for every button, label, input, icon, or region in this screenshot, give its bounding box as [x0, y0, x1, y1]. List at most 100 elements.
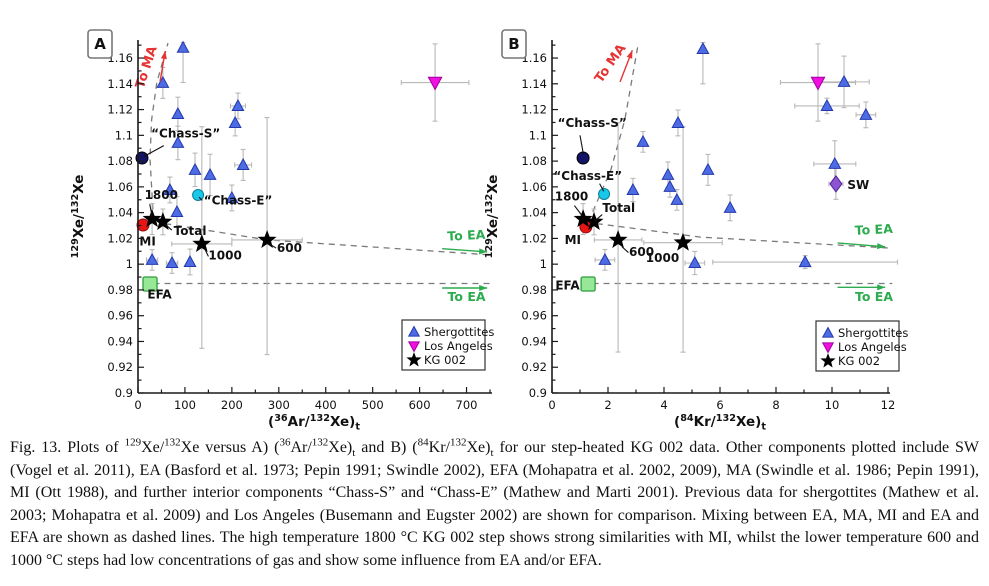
- annotation-600: 600: [629, 245, 654, 259]
- y-tick-label: 1.1: [529, 128, 547, 142]
- x-tick-label: 600: [409, 398, 431, 412]
- x-tick-label: 500: [362, 398, 384, 412]
- annotation--chass-e-: “Chass-E”: [553, 169, 622, 183]
- annotation-1800: 1800: [145, 188, 178, 202]
- y-tick-label: 0.98: [521, 283, 547, 297]
- caption-text: 132: [164, 436, 181, 449]
- annotation-total: Total: [174, 224, 207, 238]
- leader-line: [573, 205, 583, 217]
- y-tick-label: 0.94: [521, 334, 547, 348]
- y-tick-label: 0.98: [107, 283, 133, 297]
- x-tick-label: 700: [456, 398, 478, 412]
- x-tick-label: 100: [174, 398, 196, 412]
- point-600: [257, 229, 277, 248]
- point-shergottites: [163, 182, 177, 195]
- series-sw: [829, 175, 843, 193]
- y-tick-label: 1.12: [521, 103, 547, 117]
- x-tick-label: 0: [134, 398, 141, 412]
- annotation--chass-s-: “Chass-S”: [151, 126, 220, 140]
- x-tick-label: 0: [548, 398, 555, 412]
- x-tick-label: 10: [825, 398, 840, 412]
- figure-caption: Fig. 13. Plots of 129Xe/132Xe versus A) …: [10, 437, 979, 572]
- annotation-to-ea: To EA: [854, 221, 893, 238]
- legend-label: KG 002: [424, 353, 466, 367]
- y-tick-label: 0.92: [107, 360, 133, 374]
- caption-text: Xe): [328, 439, 353, 456]
- point-shergottites: [626, 182, 640, 195]
- point-1000: [192, 233, 212, 252]
- caption-text: Xe/: [141, 439, 165, 456]
- y-tick-label: 0.96: [107, 309, 133, 323]
- leader-line: [198, 196, 203, 201]
- error-bars: [580, 42, 899, 353]
- series-kg-002: [142, 209, 277, 252]
- point-los-angeles: [810, 76, 826, 91]
- legend-marker-triangle-down: [821, 342, 835, 354]
- point-shergottites: [170, 204, 184, 217]
- caption-text: Ar/: [290, 439, 312, 456]
- caption-text: Xe): [466, 439, 491, 456]
- annotation-total: Total: [602, 201, 635, 215]
- annotation-to-ea: To EA: [855, 289, 893, 304]
- point-shergottites: [696, 41, 710, 55]
- annotation--chass-e-: “Chass-E”: [204, 193, 273, 207]
- point-shergottites: [859, 107, 873, 120]
- annotation-to-ea: To EA: [447, 227, 486, 244]
- annotation-to-ma: To MA: [592, 42, 629, 86]
- y-tick-label: 1.02: [521, 231, 547, 245]
- series-efa: [142, 276, 158, 292]
- leader-line: [143, 145, 165, 158]
- point-shergottites: [837, 74, 851, 87]
- arrow-head: [160, 50, 167, 60]
- y-tick-label: 1.02: [107, 231, 133, 245]
- point-shergottites: [723, 200, 737, 213]
- y-tick-label: 1.16: [107, 51, 133, 65]
- point-1800: [142, 209, 162, 228]
- legend-marker-triangle-up: [407, 325, 421, 337]
- panel-label: A: [94, 35, 106, 53]
- point-shergottites: [228, 115, 242, 128]
- series-chass-e: [192, 188, 205, 201]
- y-tick-label: 1.08: [107, 154, 133, 168]
- annotation-1000: 1000: [646, 251, 679, 265]
- leader-line: [267, 242, 277, 249]
- legend-label: KG 002: [838, 354, 880, 368]
- annotation-efa: EFA: [147, 287, 172, 301]
- y-tick-label: 1.12: [107, 103, 133, 117]
- legend-marker-triangle-down: [407, 341, 421, 353]
- ticks: [551, 44, 889, 394]
- point-shergottites: [183, 254, 197, 267]
- annotation--chass-s-: “Chass-S”: [558, 116, 627, 130]
- point-shergottites: [171, 106, 185, 119]
- caption-text: 36: [279, 436, 291, 449]
- arrow-head: [877, 243, 886, 250]
- ticks: [137, 44, 491, 394]
- point-shergottites: [236, 157, 250, 170]
- point-shergottites: [203, 167, 217, 180]
- series-shergottites: [145, 40, 250, 269]
- caption-text: 132: [449, 436, 467, 449]
- point-shergottites: [165, 255, 179, 269]
- series-chass-e: [598, 187, 611, 200]
- point-shergottites: [688, 255, 702, 269]
- point-shergottites: [701, 162, 715, 175]
- point-1800: [573, 209, 593, 228]
- y-tick-label: 1: [540, 257, 547, 271]
- annotation-mi: MI: [139, 234, 155, 248]
- figure-scatter-plots: “Chass-S”1800TotalMI1000600“Chass-E”EFAT…: [70, 29, 908, 433]
- leader-line: [621, 246, 629, 253]
- caption-text: 132: [311, 436, 329, 449]
- y-tick-label: 1.06: [107, 180, 133, 194]
- x-axis-label: (36Ar/132Xe)t: [268, 413, 360, 433]
- point-shergottites: [661, 167, 675, 180]
- annotation-1000: 1000: [208, 249, 241, 263]
- x-tick-label: 200: [221, 398, 243, 412]
- leader-line: [579, 135, 584, 155]
- caption-text: Kr/: [428, 439, 450, 456]
- caption-text: 84: [417, 436, 429, 449]
- caption-text: Fig. 13. Plots of: [10, 439, 125, 456]
- series-shergottites: [598, 41, 873, 269]
- caption-text: t: [352, 447, 356, 460]
- arrow-head: [626, 50, 633, 59]
